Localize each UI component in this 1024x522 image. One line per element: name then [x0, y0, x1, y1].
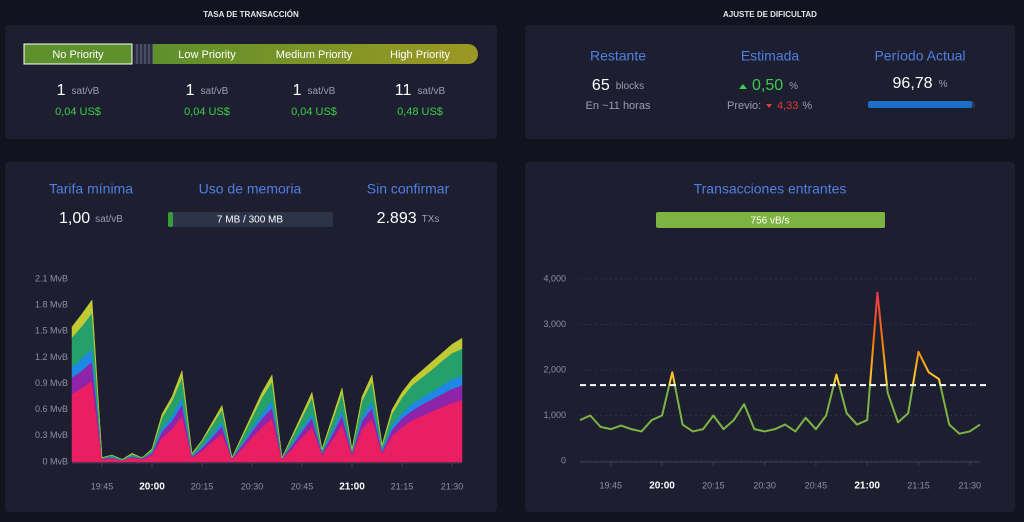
fee-level-label: No Priority	[52, 49, 104, 61]
label: Tarifa mínima	[49, 181, 133, 197]
label: Sin confirmar	[367, 181, 450, 197]
fee-usd: 0,04 US$	[291, 106, 337, 118]
x-tick-label: 21:00	[854, 481, 880, 492]
fee-level-label: High Priority	[390, 49, 450, 61]
x-tick-label: 20:15	[191, 481, 214, 491]
x-tick-label: 20:30	[753, 480, 776, 490]
fee: 1	[186, 82, 195, 99]
fee-level-label: Low Priority	[178, 49, 236, 61]
fee-bar-current	[23, 43, 133, 65]
fee: 11	[395, 82, 412, 99]
previous: 4,33%	[777, 100, 812, 112]
fee: 1	[293, 82, 302, 99]
label: Estimada	[741, 48, 800, 64]
fee-usd: 0,48 US$	[397, 106, 443, 118]
unit: TXs	[422, 214, 440, 225]
note: En ~11 horas	[586, 100, 651, 112]
y-tick-label: 2,000	[543, 364, 566, 374]
x-tick-label: 21:30	[441, 481, 464, 491]
rate-bar	[656, 212, 885, 228]
fee-usd: 0,04 US$	[184, 106, 230, 118]
y-tick-label: 1.8 MvB	[35, 300, 68, 310]
value: 0,50	[752, 77, 783, 94]
x-tick-label: 20:30	[241, 481, 264, 491]
x-tick-label: 21:15	[907, 480, 930, 490]
y-tick-label: 2.1 MvB	[35, 273, 68, 283]
unit: %	[802, 100, 812, 112]
y-tick-label: 0	[561, 455, 566, 465]
fee: 1	[57, 82, 66, 99]
value: 1,00	[59, 210, 90, 227]
fee-unit: sat/vB	[308, 86, 336, 97]
section-title: TASA DE TRANSACCIÓN	[203, 10, 299, 19]
section-title: AJUSTE DE DIFICULTAD	[723, 10, 817, 19]
x-tick-label: 19:45	[600, 480, 623, 490]
fee-unit: sat/vB	[201, 86, 229, 97]
panel	[525, 25, 1015, 139]
value: 96,78	[893, 75, 933, 92]
value: 96,78%	[893, 75, 948, 92]
x-tick-label: 20:00	[139, 482, 165, 493]
y-tick-label: 0.9 MvB	[35, 378, 68, 388]
fee-bar-gap	[134, 44, 153, 64]
label: Transacciones entrantes	[694, 181, 847, 197]
x-tick-label: 20:45	[291, 481, 314, 491]
y-tick-label: 3,000	[543, 319, 566, 329]
x-tick-label: 20:00	[649, 481, 675, 492]
fee-level-label: Medium Priority	[276, 49, 353, 61]
line	[579, 291, 981, 435]
fee-unit: sat/vB	[417, 86, 445, 97]
value: 1,00 sat/vB	[59, 210, 123, 227]
value: 65 blocks	[592, 77, 644, 94]
value: 0,50%	[752, 77, 798, 94]
fee-value: 1 sat/vB	[186, 82, 229, 99]
memory-track	[168, 212, 333, 227]
y-tick-label: 1.2 MvB	[35, 352, 68, 362]
down-icon	[766, 104, 772, 108]
x-tick-label: 19:45	[91, 481, 114, 491]
previous-value: 4,33	[777, 100, 798, 112]
y-tick-label: 4,000	[543, 273, 566, 283]
y-tick-label: 0.6 MvB	[35, 404, 68, 414]
x-tick-label: 21:15	[391, 481, 414, 491]
y-tick-label: 0 MvB	[42, 456, 68, 466]
rate-value: 756 vB/s	[751, 216, 790, 227]
fee-value: 1 sat/vB	[293, 82, 336, 99]
label: Período Actual	[874, 48, 965, 64]
x-tick-label: 20:15	[702, 480, 725, 490]
fee-value: 11 sat/vB	[395, 82, 446, 99]
previous-label: Previo:	[727, 100, 761, 112]
y-tick-label: 0.3 MvB	[35, 430, 68, 440]
label: Uso de memoria	[199, 181, 302, 197]
value: 2.893 TXs	[377, 210, 440, 227]
label: Restante	[590, 48, 646, 64]
value: 2.893	[377, 210, 417, 227]
unit: sat/vB	[95, 214, 123, 225]
y-tick-label: 1,000	[543, 410, 566, 420]
memory-value: 7 MB / 300 MB	[217, 215, 283, 226]
fee-bar	[153, 44, 478, 64]
panel	[5, 25, 497, 139]
fee-value: 1 sat/vB	[57, 82, 100, 99]
unit: %	[939, 79, 948, 90]
x-tick-label: 21:00	[339, 482, 365, 493]
fee-usd: 0,04 US$	[55, 106, 101, 118]
unit: %	[789, 81, 798, 92]
area	[71, 299, 463, 460]
y-tick-label: 1.5 MvB	[35, 326, 68, 336]
fee-unit: sat/vB	[72, 86, 100, 97]
up-icon	[739, 84, 747, 89]
x-tick-label: 21:30	[958, 480, 981, 490]
value: 65	[592, 77, 610, 94]
unit: blocks	[616, 81, 644, 92]
progress-fill	[868, 101, 972, 108]
memory-fill	[168, 212, 173, 227]
x-tick-label: 20:45	[805, 480, 828, 490]
